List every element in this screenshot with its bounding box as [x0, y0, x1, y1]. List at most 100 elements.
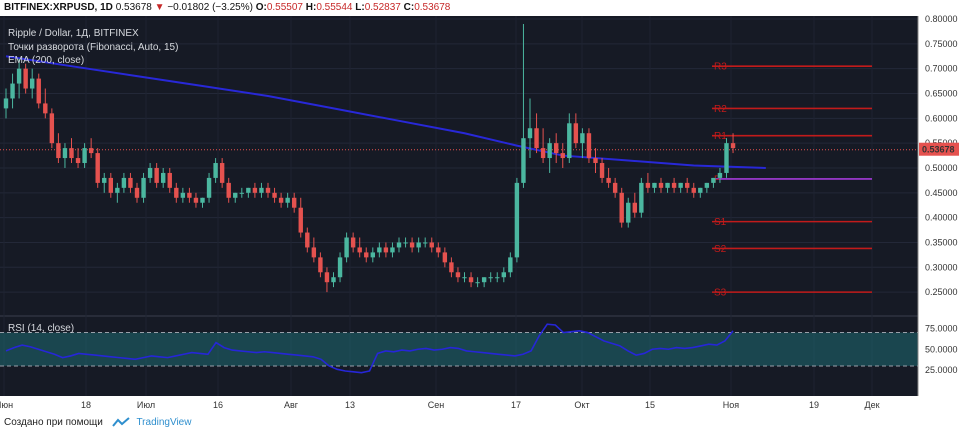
tradingview-link[interactable]: TradingView [136, 417, 192, 428]
candle-body [724, 143, 729, 173]
footer: Создано при помощи TradingView [4, 417, 191, 428]
candle-body [514, 182, 520, 258]
candle-body [573, 123, 579, 144]
candle-body [69, 148, 74, 159]
candle-body [442, 252, 448, 263]
candle-body [423, 242, 428, 244]
candle-body [226, 182, 231, 198]
time-tick-label: 17 [511, 400, 521, 410]
candle-body [481, 277, 487, 283]
candle-body [626, 202, 631, 223]
candle-body [593, 158, 598, 164]
candle-body [554, 143, 559, 154]
pivot-label: S1 [714, 217, 727, 228]
ema-200-line [5, 55, 766, 169]
candle-body [75, 158, 81, 164]
candle-body [436, 247, 441, 253]
candle-body [305, 232, 310, 248]
price-tick-label: 0.50000 [925, 163, 958, 173]
down-arrow-icon: ▼ [154, 2, 165, 13]
candle-body [82, 148, 87, 164]
candle-body [298, 207, 303, 233]
candle-body [121, 177, 127, 188]
time-tick-label: Сен [428, 400, 445, 410]
low-label: L: [355, 2, 365, 13]
candle-body [698, 187, 703, 193]
candle-body [671, 182, 677, 188]
time-tick-label: 13 [345, 400, 355, 410]
candle-body [717, 172, 723, 178]
candle-body [567, 123, 572, 159]
price-tick-label: 0.30000 [925, 262, 958, 272]
close-label: C: [403, 2, 415, 13]
chart-header: BITFINEX:XRPUSD, 1D 0.53678 ▼ −0.01802 (… [4, 2, 450, 13]
legend-pivots: Точки разворота (Fibonacci, Auto, 15) [8, 42, 178, 53]
price-tick-label: 0.35000 [925, 237, 958, 247]
candle-body [540, 148, 546, 159]
candle-body [488, 277, 493, 279]
candle-body [350, 237, 356, 248]
candle-body [704, 182, 710, 188]
candle-body [193, 197, 199, 203]
price-tick-label: 0.25000 [925, 287, 958, 297]
candle-body [455, 272, 461, 278]
candle-body [292, 197, 297, 208]
candle-body [521, 138, 526, 183]
candle-body [416, 242, 421, 248]
candle-body [606, 177, 611, 183]
pivot-label: P [714, 174, 721, 185]
candle-body [265, 187, 271, 193]
candle-body [246, 187, 251, 193]
candle-body [364, 252, 369, 258]
candle-body [161, 172, 166, 183]
candle-body [43, 103, 48, 114]
candle-body [632, 202, 637, 213]
price-axis: 0.800000.750000.700000.650000.600000.550… [917, 14, 959, 396]
candles [3, 23, 736, 293]
price-tick-label: 0.60000 [925, 113, 958, 123]
candle-body [219, 163, 225, 183]
price-tick-label: 0.75000 [925, 39, 958, 49]
candle-body [403, 242, 408, 244]
candle-body [652, 182, 657, 188]
candle-body [213, 163, 218, 178]
close-value: 0.53678 [414, 2, 451, 13]
open-label: O: [255, 2, 267, 13]
time-axis: Июн 18 Июл 16 Авг 13 Сен 17 Окт 15 Ноя 19 Дек [0, 400, 880, 410]
candle-body [462, 277, 467, 279]
candle-body [259, 187, 264, 193]
candle-body [409, 242, 415, 248]
candle-body [206, 177, 212, 198]
price-tick-label: 0.40000 [925, 213, 958, 223]
candle-body [252, 187, 258, 193]
candle-body [180, 192, 186, 198]
created-with-label: Создано при помощи [4, 417, 103, 428]
last-price-label: 0.53678 [922, 145, 955, 155]
candle-body [141, 177, 146, 198]
pivot-label: R1 [714, 131, 727, 142]
candle-body [501, 272, 506, 278]
candle-body [547, 143, 552, 159]
candle-body [495, 277, 500, 279]
rsi-tick-label: 75.0000 [925, 323, 958, 333]
time-tick-label: Июл [137, 400, 155, 410]
candle-body [337, 257, 343, 278]
open-value: 0.55507 [266, 2, 303, 13]
candle-body [560, 153, 565, 159]
candle-body [685, 182, 690, 188]
rsi-tick-label: 50.0000 [925, 344, 958, 354]
symbol-label: BITFINEX:XRPUSD, 1D [4, 2, 113, 13]
price-tick-label: 0.80000 [925, 14, 958, 24]
candle-body [344, 237, 349, 258]
time-tick-label: Ноя [723, 400, 740, 410]
rsi-line [5, 323, 734, 374]
pivot-label: S3 [714, 288, 727, 299]
candle-body [730, 143, 736, 149]
candle-body [580, 133, 585, 144]
low-value: 0.52837 [364, 2, 401, 13]
candle-body [396, 242, 402, 248]
candle-body [272, 192, 277, 198]
candle-body [3, 98, 9, 109]
candle-body [187, 192, 192, 198]
